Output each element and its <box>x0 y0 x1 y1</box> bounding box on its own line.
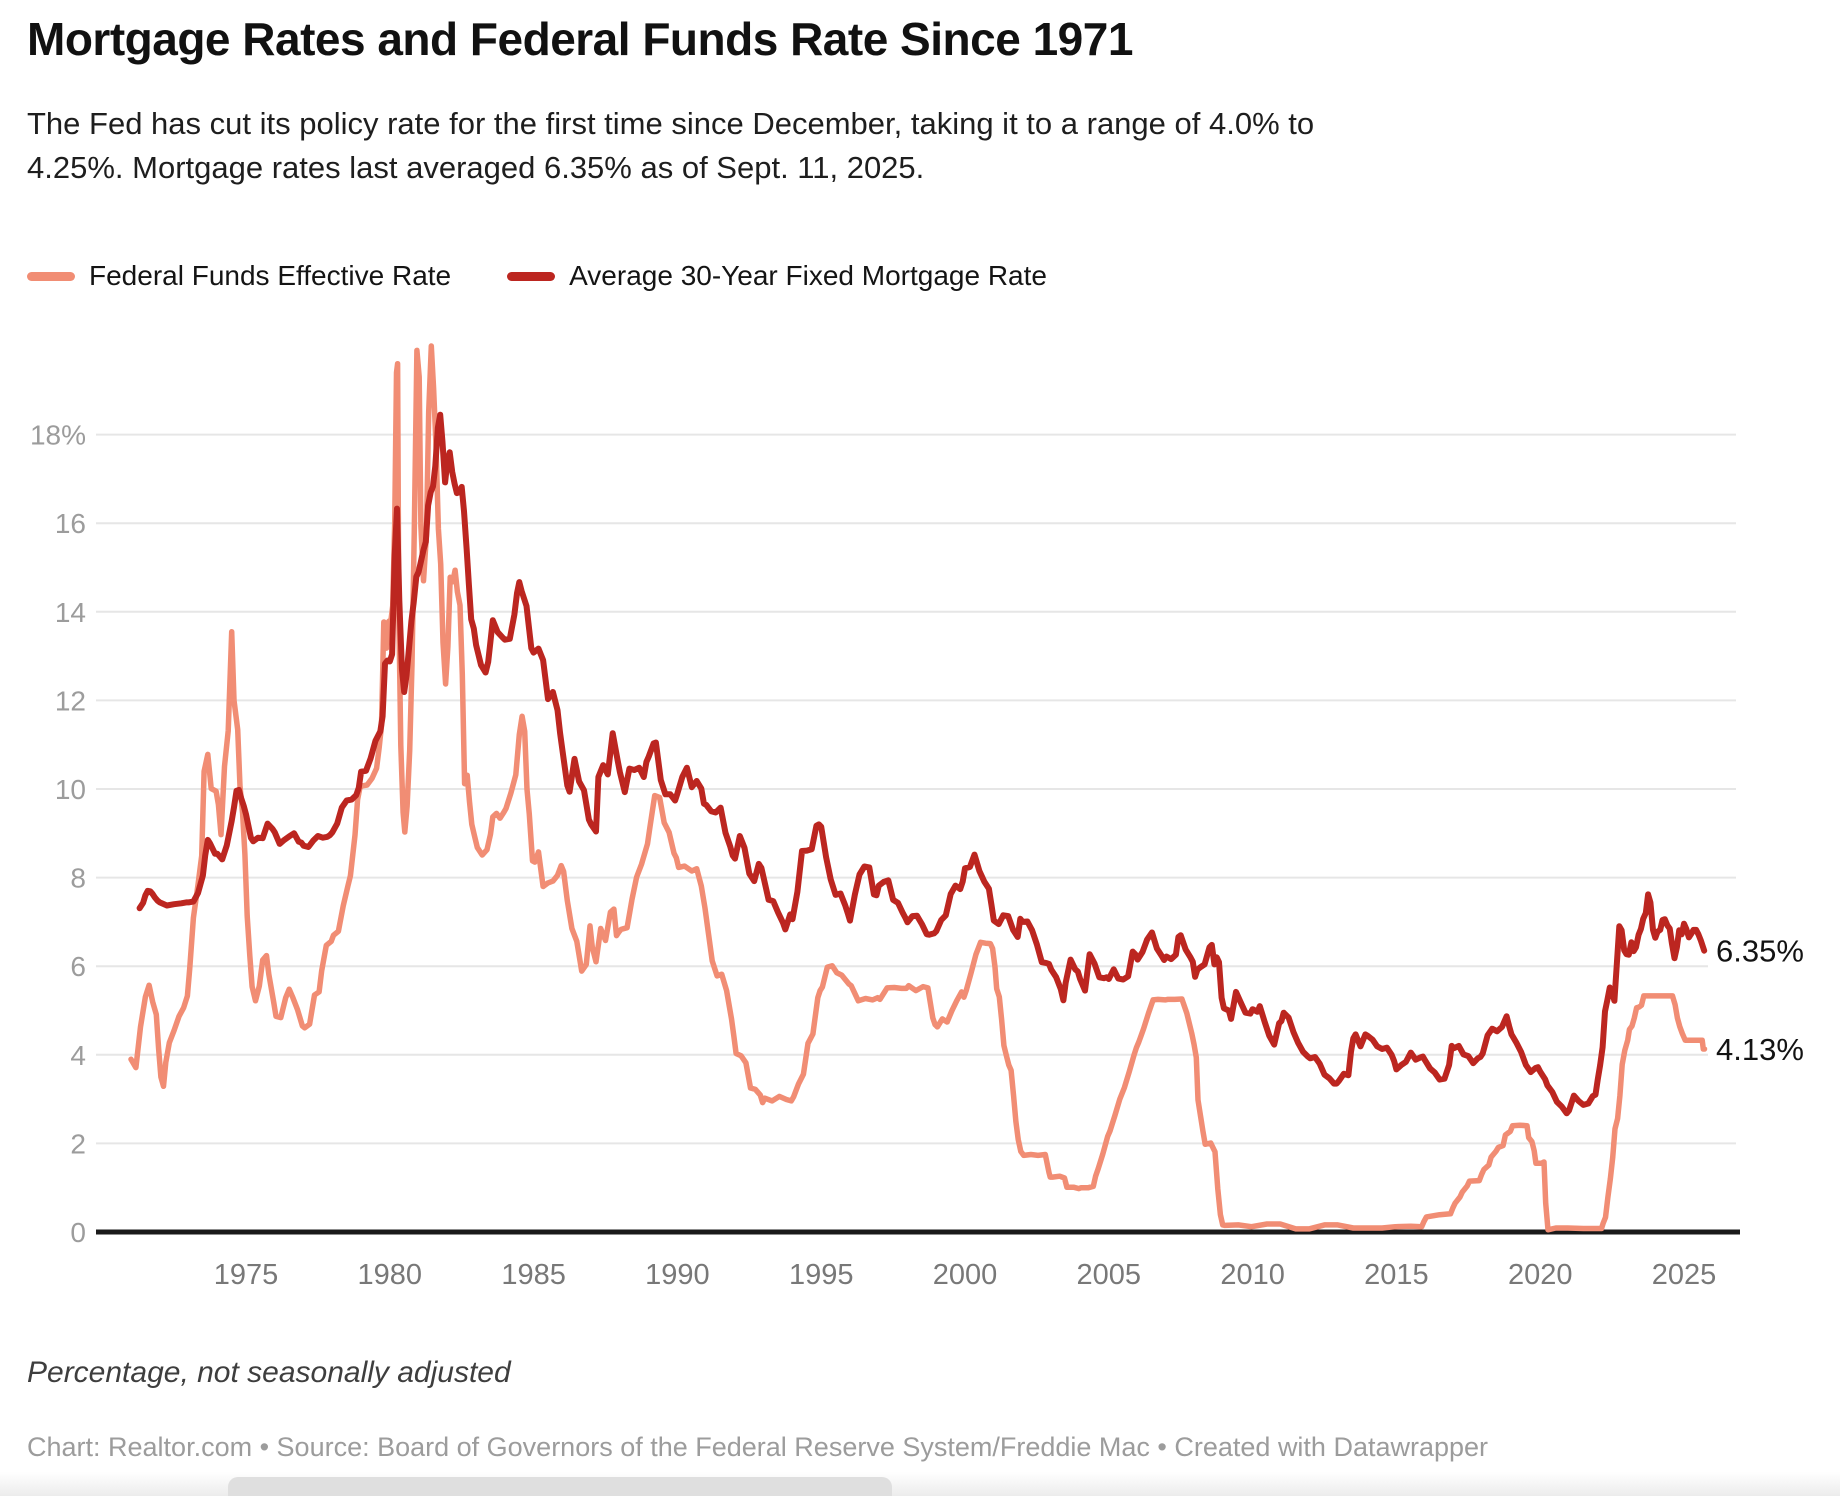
chart-subtitle-line1: The Fed has cut its policy rate for the … <box>27 106 1315 141</box>
x-tick-label-2025: 2025 <box>1652 1259 1717 1291</box>
end-value-label-0: 6.35% <box>1716 934 1804 969</box>
x-tick-label-2000: 2000 <box>933 1259 998 1291</box>
chart-title: Mortgage Rates and Federal Funds Rate Si… <box>27 13 1133 65</box>
x-tick-label-1995: 1995 <box>789 1259 854 1291</box>
end-label-bg-1 <box>1708 1025 1840 1069</box>
x-tick-label-1975: 1975 <box>214 1259 279 1291</box>
chart-legend: Federal Funds Effective Rate Average 30-Y… <box>27 260 1047 292</box>
end-value-label-1: 4.13% <box>1716 1032 1804 1067</box>
y-tick-label-12: 12 <box>55 685 86 716</box>
x-tick-label-2005: 2005 <box>1077 1259 1142 1291</box>
horizontal-scrollbar-thumb[interactable] <box>228 1477 892 1496</box>
series-line-0 <box>128 343 1708 1233</box>
y-tick-label-0: 0 <box>70 1217 86 1248</box>
footnote: Percentage, not seasonally adjusted <box>27 1356 511 1389</box>
legend-label: Federal Funds Effective Rate <box>89 260 452 291</box>
x-tick-label-1980: 1980 <box>358 1259 423 1291</box>
y-tick-label-18: 18% <box>30 420 86 451</box>
chart-subtitle: The Fed has cut its policy rate for the … <box>27 102 1627 190</box>
series-line-1 <box>136 411 1708 1117</box>
end-label-bg-0 <box>1708 926 1840 971</box>
y-tick-label-4: 4 <box>70 1040 86 1071</box>
y-tick-label-16: 16 <box>55 508 86 539</box>
y-tick-label-14: 14 <box>55 597 86 628</box>
x-tick-label-1990: 1990 <box>645 1259 710 1291</box>
legend-item-0: Federal Funds Effective Rate <box>27 260 451 292</box>
legend-item-1: Average 30-Year Fixed Mortgage Rate <box>507 260 1047 292</box>
y-tick-label-8: 8 <box>70 863 86 894</box>
x-tick-label-2010: 2010 <box>1220 1259 1285 1291</box>
y-tick-label-6: 6 <box>70 951 86 982</box>
y-tick-label-10: 10 <box>55 774 86 805</box>
x-tick-label-2020: 2020 <box>1508 1259 1573 1291</box>
legend-swatch-icon <box>507 271 556 281</box>
legend-swatch-icon <box>27 271 75 281</box>
x-tick-label-1985: 1985 <box>501 1259 566 1291</box>
y-tick-label-2: 2 <box>70 1128 86 1159</box>
chart-subtitle-line2: 4.25%. Mortgage rates last averaged 6.35… <box>27 150 925 186</box>
credit-line: Chart: Realtor.com • Source: Board of Go… <box>27 1432 1489 1462</box>
x-tick-label-2015: 2015 <box>1364 1259 1429 1291</box>
legend-label: Average 30-Year Fixed Mortgage Rate <box>569 260 1047 291</box>
